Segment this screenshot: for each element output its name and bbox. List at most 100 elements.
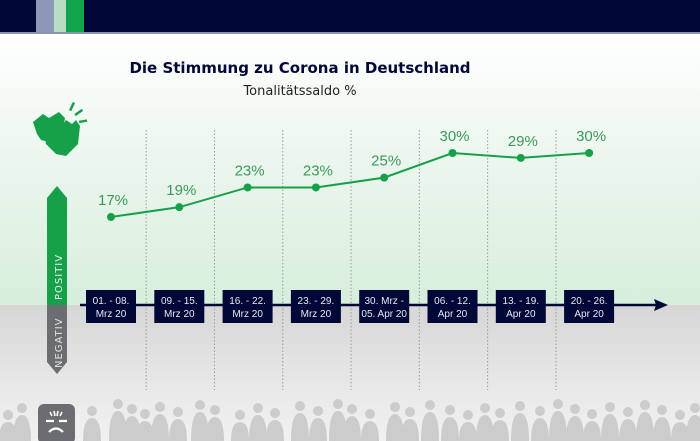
data-point [107,213,115,221]
crowd-head [3,410,13,420]
data-point [175,203,184,212]
crowd-head [480,403,490,413]
positive-zone-background [0,34,700,305]
category-label: 23. - 29. Mrz 20 [290,290,341,323]
category-label: 20. - 26. Apr 20 [564,290,615,323]
category-label-line2: Mrz 20 [301,309,332,320]
data-label: 23% [235,162,265,179]
crowd-head [553,399,563,409]
crowd-body [636,412,654,441]
crowd-body [151,414,169,441]
crowd-head [210,405,220,415]
crowd-body [686,415,700,441]
crowd-head [270,408,280,418]
data-label: 19% [166,182,196,199]
crowd-body [653,417,671,441]
category-label-line2: Mrz 20 [164,309,195,320]
crowd-body [459,422,477,441]
crowd-head [445,405,455,415]
positive-label: POSITIV [54,254,65,300]
crowd-body [266,420,284,441]
category-label-line2: Mrz 20 [96,309,127,320]
crowd-head [640,400,650,410]
crowd-body [83,418,101,441]
crowd-body [476,415,494,441]
positive-arrow-bar [47,186,67,305]
crowd-head [235,410,245,420]
data-point [585,149,594,157]
category-label-line1: 20. - 26. [571,296,608,307]
crowd-head [295,401,305,411]
crowd-body [0,422,17,441]
header-bar [0,0,700,34]
crowd-body [566,416,584,441]
crowd-head [405,407,415,417]
data-point [516,153,525,162]
crowd-body [531,418,549,441]
crowd-head [195,400,205,410]
crowd-head [570,404,580,414]
category-label-line2: 05. Apr 20 [361,309,407,320]
crowd-body [309,418,327,441]
category-label-line1: 01. - 08. [93,296,130,307]
crowd-body [386,414,404,441]
crowd-head [623,407,633,417]
category-label: 13. - 19. Apr 20 [495,290,546,323]
crowd-head [173,407,183,417]
category-label-line1: 13. - 19. [502,296,539,307]
crowd-body [549,411,567,441]
timeline-arrow-icon [654,299,668,311]
angry-face-icon [38,404,75,441]
crowd-body [619,419,637,441]
category-label-line1: 23. - 29. [298,296,335,307]
data-label: 30% [439,128,469,145]
negative-arrow-bar [47,305,67,374]
crowd-head [425,400,435,410]
crowd-head [253,403,263,413]
crowd-body [191,412,209,441]
crowd-body [511,413,529,441]
category-label-box [222,290,273,323]
crowd-head [155,402,165,412]
crowd-head [657,405,667,415]
category-label: 01. - 08. Mrz 20 [86,290,136,323]
data-label: 25% [371,153,401,170]
category-label: 06. - 12. Apr 20 [427,290,478,323]
data-point [380,173,389,182]
category-label-line2: Apr 20 [506,309,536,320]
crowd-body [109,411,127,441]
header-stripe-blue [36,0,54,32]
crowd-body [169,419,187,441]
crowd-body [441,417,459,441]
category-label-line2: Apr 20 [574,309,604,320]
crowd-silhouette [0,399,700,441]
series-line [110,151,590,218]
crowd-head [140,409,150,419]
data-point [243,183,252,192]
category-label-box [154,290,205,323]
crowd-body [329,411,347,441]
crowd-body [583,421,601,441]
data-point [448,149,457,157]
crowd-body [671,422,689,441]
category-label-box [495,290,546,323]
crowd-head [87,406,97,416]
crowd-body [601,414,619,441]
crowd-body [249,415,267,441]
crowd-head [365,409,375,419]
chart-subtitle: Tonalitätssaldo % [243,84,357,99]
header-stripe-lightgreen [54,0,66,32]
crowd-body [231,422,249,441]
crowd-body [421,412,439,441]
crowd-body [491,420,509,441]
crowd-head [313,406,323,416]
crowd-body [206,417,224,441]
category-label-line1: 16. - 22. [229,296,266,307]
crowd-head [463,410,473,420]
category-label: 09. - 15. Mrz 20 [154,290,205,323]
category-label-line2: Apr 20 [438,309,468,320]
header-stripe-green [66,0,84,32]
crowd-head [605,402,615,412]
data-point [311,183,320,192]
